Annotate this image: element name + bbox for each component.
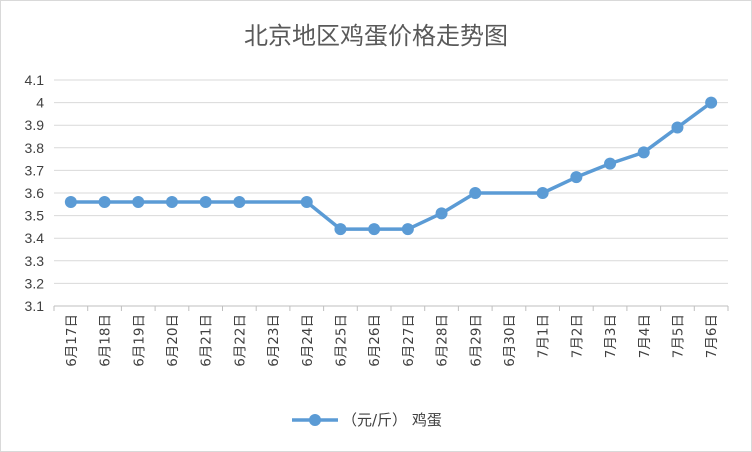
y-axis-ticks: 3.1 3.2 3.3 3.4 3.5 3.6 3.7 3.8 3.9 4 4.1 [25, 72, 45, 314]
y-tick-label: 3.6 [25, 185, 45, 201]
x-tick-label: 7月6日 [704, 314, 720, 358]
legend-label: （元/斤） 鸡蛋 [342, 411, 442, 429]
data-point [300, 196, 313, 209]
x-tick-label: 6月19日 [131, 314, 147, 367]
x-tick-label: 6月21日 [199, 314, 215, 367]
y-tick-label: 3.2 [25, 275, 45, 291]
data-point [637, 146, 650, 159]
data-point [233, 196, 246, 209]
data-point [199, 196, 212, 209]
x-tick-label: 6月29日 [468, 314, 484, 367]
y-tick-label: 3.4 [25, 230, 45, 246]
data-point [165, 196, 178, 209]
data-point [64, 196, 77, 209]
y-tick-label: 3.3 [25, 253, 45, 269]
y-tick-label: 3.8 [25, 140, 45, 156]
data-point [570, 171, 583, 184]
x-tick-label: 7月2日 [569, 314, 585, 358]
x-tick-label: 6月23日 [266, 314, 282, 367]
x-tick-label: 6月22日 [232, 314, 248, 367]
data-point [435, 207, 448, 220]
data-point [604, 157, 617, 170]
data-point [368, 223, 381, 236]
x-tick-label: 7月3日 [603, 314, 619, 358]
x-tick-label: 6月17日 [64, 314, 80, 367]
x-axis: 6月17日 6月18日 6月19日 6月20日 6月21日 6月22日 6月23日 6月24日… [53, 305, 729, 367]
x-tick-label: 6月28日 [435, 314, 451, 367]
data-point [671, 121, 684, 134]
y-tick-label: 3.9 [25, 117, 45, 133]
data-point [705, 96, 718, 109]
data-point [132, 196, 145, 209]
series-layer [64, 96, 718, 236]
y-tick-label: 4 [36, 95, 44, 111]
x-tick-label: 6月18日 [98, 314, 114, 367]
chart-title: 北京地区鸡蛋价格走势图 [244, 22, 508, 50]
x-tick-label: 6月24日 [300, 314, 316, 367]
x-tick-label: 6月20日 [165, 314, 181, 367]
x-tick-label: 6月30日 [502, 314, 518, 367]
legend: （元/斤） 鸡蛋 [292, 411, 442, 429]
y-tick-label: 3.5 [25, 208, 45, 224]
data-point [334, 223, 347, 236]
x-tick-label: 6月26日 [367, 314, 383, 367]
gridlines [54, 79, 728, 284]
x-tick-label: 6月25日 [333, 314, 349, 367]
y-tick-label: 4.1 [25, 72, 45, 88]
data-point [536, 187, 549, 199]
x-tick-label: 6月27日 [401, 314, 417, 367]
x-tick-label: 7月4日 [637, 314, 653, 358]
data-point [98, 196, 111, 209]
x-tick-label: 7月1日 [536, 314, 552, 358]
data-point [469, 187, 482, 199]
data-point [401, 223, 414, 236]
x-tick-label: 7月5日 [670, 314, 686, 358]
legend-dot-marker [309, 414, 321, 426]
y-tick-label: 3.7 [25, 162, 45, 178]
y-tick-label: 3.1 [25, 298, 45, 314]
